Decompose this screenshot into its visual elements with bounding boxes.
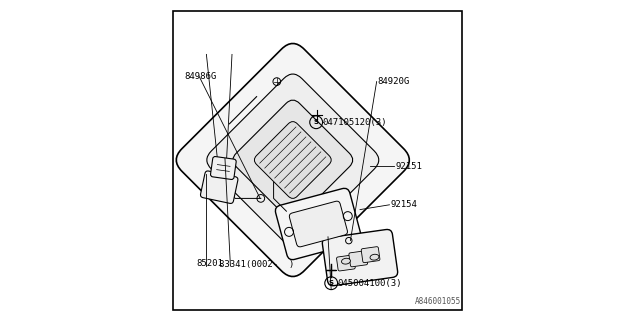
Text: 85201: 85201 <box>197 260 223 268</box>
FancyBboxPatch shape <box>254 122 332 198</box>
Text: 92151: 92151 <box>396 162 422 171</box>
Text: 84986G: 84986G <box>184 72 216 81</box>
FancyBboxPatch shape <box>337 255 355 271</box>
FancyBboxPatch shape <box>289 201 348 247</box>
FancyBboxPatch shape <box>323 229 397 286</box>
Text: 045004100(3): 045004100(3) <box>338 279 402 288</box>
Text: A846001055: A846001055 <box>415 297 461 306</box>
FancyBboxPatch shape <box>349 251 367 267</box>
FancyBboxPatch shape <box>207 74 379 246</box>
FancyBboxPatch shape <box>361 247 380 263</box>
FancyBboxPatch shape <box>211 156 236 180</box>
FancyBboxPatch shape <box>275 188 362 260</box>
Text: 047105120(3): 047105120(3) <box>323 118 387 127</box>
Ellipse shape <box>342 258 351 264</box>
Text: 92154: 92154 <box>390 200 417 209</box>
Text: 84920G: 84920G <box>378 77 410 86</box>
Ellipse shape <box>370 254 379 260</box>
FancyBboxPatch shape <box>176 44 410 276</box>
FancyBboxPatch shape <box>233 100 353 220</box>
Text: S: S <box>314 119 319 125</box>
FancyBboxPatch shape <box>200 171 238 204</box>
Text: S: S <box>329 280 333 286</box>
Text: 83341(0002-  ): 83341(0002- ) <box>219 260 294 268</box>
